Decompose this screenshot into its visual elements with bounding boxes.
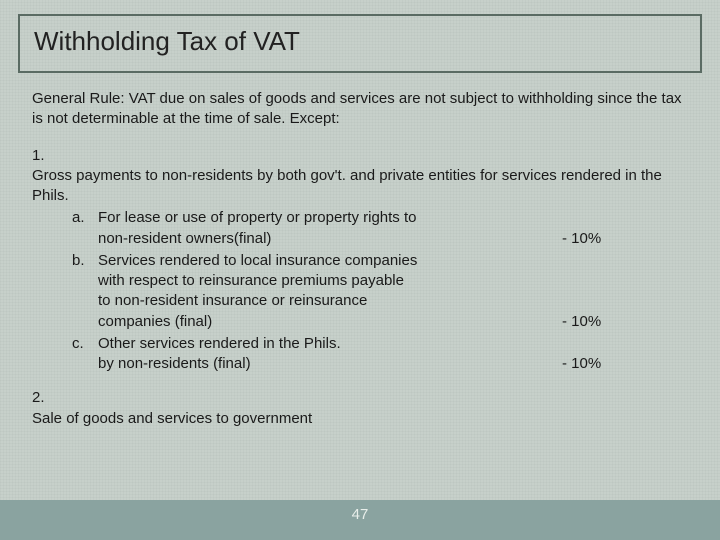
sub-line: by non-residents (final)	[92, 354, 522, 374]
sub-line: non-resident owners(final)	[92, 229, 522, 249]
item-number: 1.	[32, 146, 54, 166]
sub-item-a: a.For lease or use of property or proper…	[72, 208, 692, 249]
sub-letter: c.	[72, 334, 92, 354]
slide-title: Withholding Tax of VAT	[34, 26, 686, 57]
sub-line: Services rendered to local insurance com…	[92, 251, 522, 271]
sub-item-b: b.Services rendered to local insurance c…	[72, 251, 692, 332]
item-number: 2.	[32, 388, 54, 408]
item-lead: Gross payments to non-residents by both …	[32, 166, 672, 207]
slide: Withholding Tax of VAT General Rule: VAT…	[0, 0, 720, 540]
sub-letter: a.	[72, 208, 92, 228]
sub-line: Other services rendered in the Phils.	[92, 334, 522, 354]
percent-value: - 10%	[522, 312, 602, 332]
sublist: a.For lease or use of property or proper…	[32, 208, 692, 374]
item-lead: Sale of goods and services to government	[32, 409, 672, 429]
list-item-2: 2.Sale of goods and services to governme…	[32, 388, 692, 429]
list-item-1: 1.Gross payments to non-residents by bot…	[32, 146, 692, 375]
sub-line: For lease or use of property or property…	[92, 208, 522, 228]
sub-line: to non-resident insurance or reinsurance	[92, 291, 522, 311]
sub-line: with respect to reinsurance premiums pay…	[92, 271, 522, 291]
title-box: Withholding Tax of VAT	[18, 14, 702, 73]
page-number-bar: 47	[0, 506, 720, 524]
percent-value: - 10%	[522, 229, 602, 249]
general-rule-text: General Rule: VAT due on sales of goods …	[18, 89, 702, 130]
sub-item-c: c.Other services rendered in the Phils. …	[72, 334, 692, 375]
sub-line: companies (final)	[92, 312, 522, 332]
sub-letter: b.	[72, 251, 92, 271]
page-number: 47	[352, 506, 369, 523]
percent-value: - 10%	[522, 354, 602, 374]
exception-list: 1.Gross payments to non-residents by bot…	[18, 146, 702, 429]
